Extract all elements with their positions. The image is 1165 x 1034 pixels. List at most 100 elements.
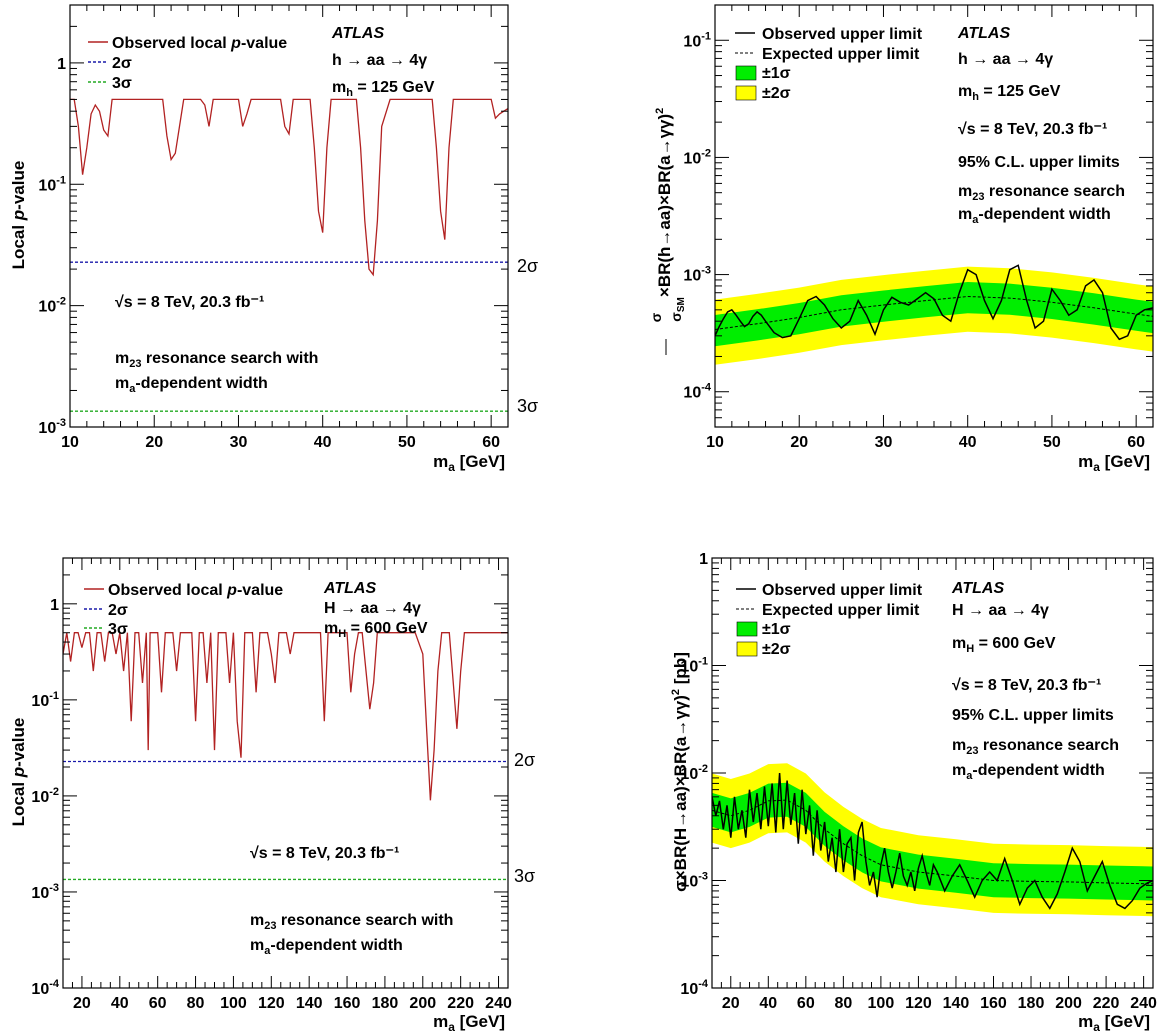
x-tick-label: 40	[959, 434, 977, 451]
tl-mass: mh = 125 GeV	[332, 79, 435, 99]
br-legend-1sigma: ±1σ	[762, 621, 791, 638]
x-tick-label: 160	[980, 995, 1007, 1012]
tr-legend-expected: Expected upper limit	[762, 46, 920, 63]
br-observed-line	[712, 772, 1153, 910]
br-legend-2sigma: ±2σ	[762, 641, 791, 658]
tl-process: h → aa → 4γ	[332, 52, 427, 69]
bl-2sigma-label: 2σ	[514, 750, 535, 770]
y-tick-label: 10-1	[680, 656, 708, 676]
br-ylabel: σ×BR(H→aa)×BR(a→γγ)2 [pb]	[670, 652, 690, 892]
y-tick-label: 10-3	[31, 882, 59, 902]
bl-note1: m23 resonance search with	[250, 912, 453, 932]
x-tick-label: 160	[334, 995, 361, 1012]
y-tick-label: 10-1	[31, 690, 59, 710]
y-tick-label: 10-3	[38, 417, 66, 437]
tl-ylabel: Local p-value	[9, 161, 28, 270]
bl-data-layer	[63, 632, 508, 881]
x-tick-label: 30	[875, 434, 893, 451]
br-process: H → aa → 4γ	[952, 602, 1049, 619]
bl-legend-observed: Observed local p-value	[108, 582, 283, 599]
tl-3sigma-label: 3σ	[517, 396, 538, 416]
br-legend-expected: Expected upper limit	[762, 602, 920, 619]
bl-3sigma-label: 3σ	[514, 866, 535, 886]
x-tick-label: 180	[372, 995, 399, 1012]
tl-data-layer	[70, 98, 508, 412]
bl-legend-3sigma: 3σ	[108, 621, 128, 638]
x-tick-label: 40	[314, 434, 332, 451]
tr-legend-observed: Observed upper limit	[762, 26, 923, 43]
br-legend-1sigma-swatch	[736, 621, 758, 637]
br-note1: m23 resonance search	[952, 737, 1119, 757]
x-tick-label: 80	[187, 995, 205, 1012]
bl-xlabel: ma [GeV]	[433, 1012, 505, 1034]
br-note2: ma-dependent width	[952, 762, 1105, 782]
tl-note1: m23 resonance search with	[115, 350, 318, 370]
y-tick-label: 10-3	[680, 871, 708, 891]
br-xlabel: ma [GeV]	[1078, 1012, 1150, 1034]
y-tick-label: 10-4	[680, 978, 708, 998]
bl-ylabel: Local p-value	[9, 718, 28, 827]
y-tick-label: 10-2	[683, 147, 711, 167]
br-mass: mH = 600 GeV	[952, 635, 1056, 655]
tr-plot-area	[715, 264, 1153, 365]
x-tick-label: 200	[409, 995, 436, 1012]
x-tick-label: 60	[1127, 434, 1145, 451]
x-tick-label: 120	[258, 995, 285, 1012]
x-tick-label: 220	[1093, 995, 1120, 1012]
y-tick-label: 1	[57, 56, 66, 73]
tr-process: h → aa → 4γ	[958, 51, 1053, 68]
bl-energy: √s = 8 TeV, 20.3 fb⁻¹	[250, 845, 399, 862]
tr-note1: m23 resonance search	[958, 183, 1125, 203]
tl-legend-observed: Observed local p-value	[112, 35, 287, 52]
x-tick-label: 60	[482, 434, 500, 451]
x-tick-label: 30	[230, 434, 248, 451]
chart-limit-600: 20 40 60 80 100 120 140 160 180 200 220 240 10-4 10-3…	[670, 551, 1157, 1034]
tr-ylabel: σ σSM×BR(h→aa)×BR(a→γγ)2	[648, 108, 687, 355]
x-tick-label: 220	[447, 995, 474, 1012]
br-cl: 95% C.L. upper limits	[952, 707, 1114, 724]
x-tick-label: 40	[759, 995, 777, 1012]
x-tick-label: 10	[706, 434, 724, 451]
tl-axes: 10 20 30 40 50 60 10-3 10-2 10-1 1	[38, 4, 509, 451]
bl-note2: ma-dependent width	[250, 937, 403, 957]
bl-plot-area	[63, 632, 508, 881]
tl-xlabel: ma [GeV]	[433, 452, 505, 474]
x-tick-label: 50	[1043, 434, 1061, 451]
bl-frame	[62, 557, 509, 989]
y-tick-label: 10-1	[38, 174, 66, 194]
tl-note2: ma-dependent width	[115, 375, 268, 395]
x-tick-label: 200	[1055, 995, 1082, 1012]
tr-axes: 10 20 30 40 50 60 10-4 10-3 10-2 10-1	[683, 4, 1154, 451]
tr-data-layer	[715, 264, 1153, 365]
x-tick-label: 100	[220, 995, 247, 1012]
y-tick-label: 10-3	[683, 265, 711, 285]
bl-atlas: ATLAS	[323, 580, 376, 597]
bl-mass: mH = 600 GeV	[324, 620, 428, 640]
bl-observed-line	[63, 632, 508, 801]
x-tick-label: 10	[61, 434, 79, 451]
tl-energy: √s = 8 TeV, 20.3 fb⁻¹	[115, 294, 264, 311]
br-band-1sigma	[712, 782, 1153, 901]
x-tick-label: 180	[1018, 995, 1045, 1012]
y-tick-label: 10-2	[31, 786, 59, 806]
tl-observed-line	[70, 98, 508, 277]
tr-observed-line	[715, 264, 1153, 341]
x-tick-label: 20	[73, 995, 91, 1012]
chart-pvalue-600: 20 40 60 80 100 120 140 160 180 200 220 240 10-4 10-3…	[9, 557, 535, 1034]
tl-plot-area	[70, 98, 508, 412]
x-tick-label: 100	[868, 995, 895, 1012]
tl-legend-2sigma: 2σ	[112, 55, 132, 72]
tr-energy: √s = 8 TeV, 20.3 fb⁻¹	[958, 121, 1107, 138]
br-plot-area	[712, 763, 1153, 917]
br-atlas: ATLAS	[951, 580, 1004, 597]
tr-legend-2sigma: ±2σ	[762, 85, 791, 102]
tr-legend-1sigma: ±1σ	[762, 65, 791, 82]
y-tick-label: 1	[699, 551, 708, 568]
tr-expected-line	[715, 295, 1153, 330]
br-data-layer	[712, 763, 1153, 917]
br-legend-2sigma-swatch	[736, 641, 758, 657]
bl-legend-2sigma: 2σ	[108, 602, 128, 619]
